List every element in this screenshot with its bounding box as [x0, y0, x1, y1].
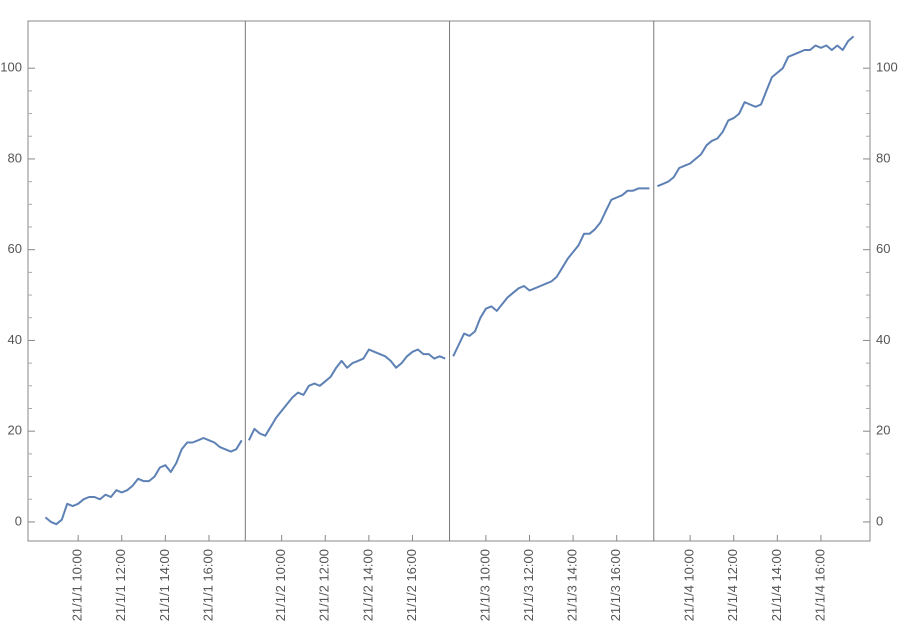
y-tick-label: 20: [8, 423, 22, 438]
x-tick-label: 21/1/2 12:00: [317, 549, 332, 621]
x-tick-label: 21/1/3 12:00: [521, 549, 536, 621]
y2-tick-label: 100: [876, 60, 898, 75]
x-tick-label: 21/1/1 12:00: [113, 549, 128, 621]
y-tick-label: 100: [0, 60, 22, 75]
y2-tick-label: 40: [876, 332, 890, 347]
x-tick-label: 21/1/2 10:00: [273, 549, 288, 621]
plot-frame: [27, 20, 871, 542]
y-tick-label: 0: [15, 513, 22, 528]
y2-tick-label: 20: [876, 423, 890, 438]
y-tick-label: 40: [8, 332, 22, 347]
x-tick-label: 21/1/1 14:00: [157, 549, 172, 621]
x-tick-label: 21/1/4 16:00: [812, 549, 827, 621]
y-tick-label: 80: [8, 150, 22, 165]
x-tick-label: 21/1/4 10:00: [682, 549, 697, 621]
x-tick-label: 21/1/4 14:00: [769, 549, 784, 621]
data-line: [44, 437, 243, 526]
x-tick-label: 21/1/3 16:00: [608, 549, 623, 621]
x-tick-label: 21/1/2 16:00: [404, 549, 419, 621]
y2-tick-label: 60: [876, 241, 890, 256]
y2-tick-label: 80: [876, 150, 890, 165]
x-tick-label: 21/1/3 14:00: [565, 549, 580, 621]
x-tick-label: 21/1/3 10:00: [477, 549, 492, 621]
data-line: [247, 348, 446, 441]
x-tick-label: 21/1/1 10:00: [70, 549, 85, 621]
y2-tick-label: 0: [876, 513, 883, 528]
data-line: [657, 35, 855, 188]
x-tick-label: 21/1/2 14:00: [360, 549, 375, 621]
x-tick-label: 21/1/4 12:00: [725, 549, 740, 621]
data-line: [452, 187, 650, 357]
y-tick-label: 60: [8, 241, 22, 256]
x-tick-label: 21/1/1 16:00: [200, 549, 215, 621]
